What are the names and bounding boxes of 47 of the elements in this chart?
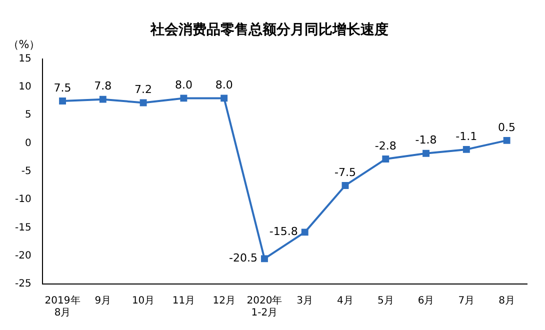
point [503,136,510,144]
data-label: 0.5 [498,120,516,134]
point [180,94,188,102]
x-tick-label: 11月 [172,296,196,307]
x-tick-label: 5月 [377,296,394,307]
data-label: -7.5 [334,166,356,179]
y-tick-label: -25 [14,278,32,290]
point [301,228,308,236]
x-tick-label: 2020年 1-2月 [246,294,282,319]
y-tick-label: 15 [18,53,32,64]
y-tick-label: 5 [24,110,32,121]
x-tick-label: 10月 [132,296,155,307]
point [260,255,268,262]
data-label: 8.0 [215,78,233,92]
x-tick-label: 4月 [337,296,354,307]
x-tick-label: 7月 [458,296,475,307]
x-tick-label: 6月 [418,296,434,307]
point [382,156,390,162]
data-label: -20.5 [229,252,258,265]
data-label: 8.0 [174,78,192,92]
y-axis-title: （%） [8,38,40,52]
data-label: 7.8 [94,80,112,93]
point [422,150,430,157]
x-tick-label: 3月 [296,296,314,307]
data-label: -1.8 [415,134,437,147]
point [462,146,470,153]
y-tick-label: 10 [18,82,32,93]
point [140,99,147,106]
data-label: 7.2 [134,83,152,96]
data-label: -2.8 [374,139,396,152]
y-tick-label: 0 [24,138,32,149]
chart-title: 社会消费品零售总额分月同比增长速度 [150,21,388,38]
y-tick-label: -15 [14,222,32,234]
x-tick-label: 8月 [498,296,515,307]
data-label: 7.5 [54,81,72,94]
x-tick-label: 9月 [94,296,112,307]
point [342,182,349,189]
y-tick-label: -20 [14,250,32,262]
data-label: -1.1 [456,130,478,143]
point [220,94,228,102]
point [59,98,66,104]
data-label: -15.8 [269,225,298,238]
x-tick-label: 12月 [212,296,236,307]
x-tick-label: 2019年 8月 [44,294,80,319]
y-tick-label: -5 [21,166,32,177]
y-tick-label: -10 [14,194,32,206]
point [99,96,106,103]
